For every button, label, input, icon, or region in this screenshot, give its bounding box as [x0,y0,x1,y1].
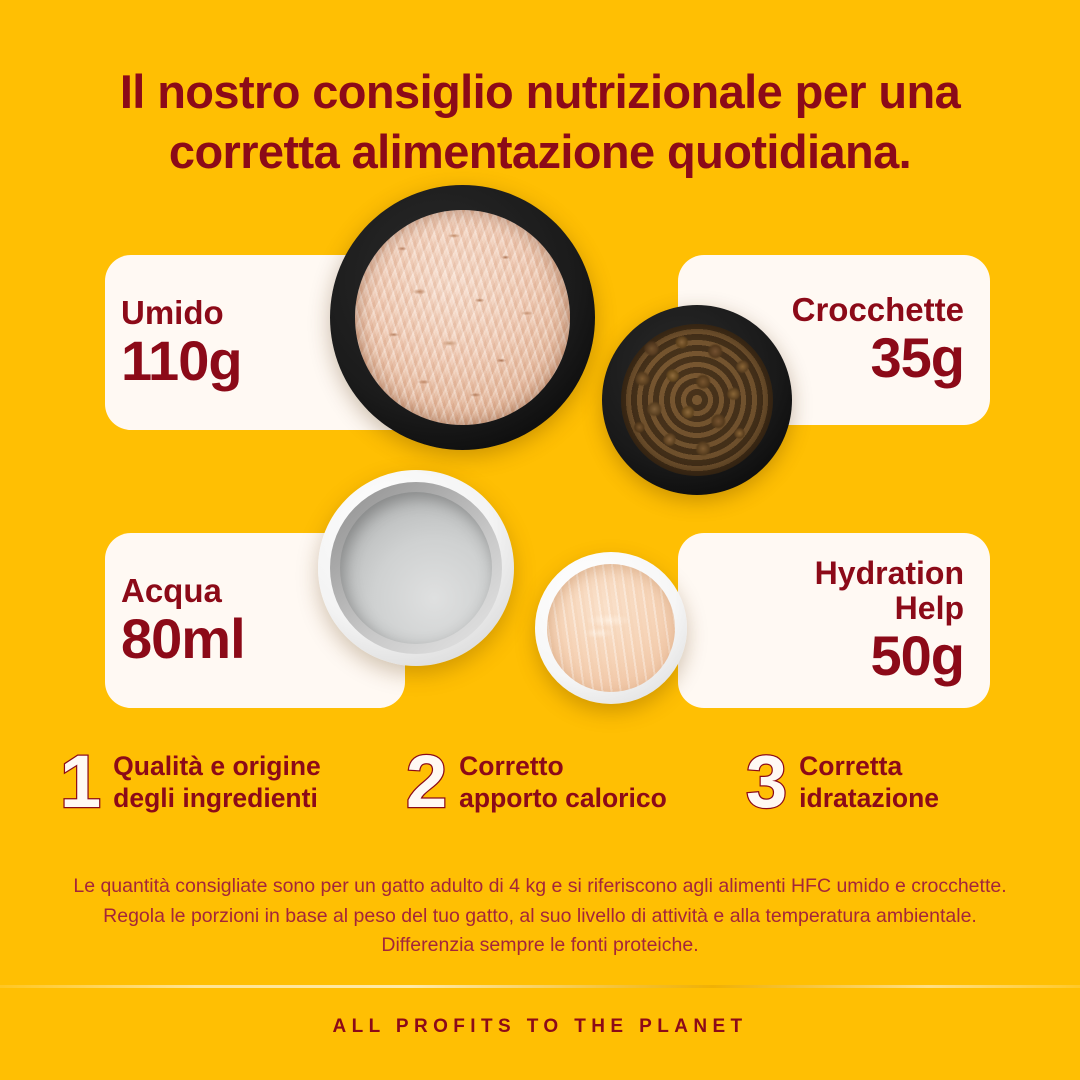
footer-divider [0,985,1080,988]
point-number: 2 [405,740,449,823]
key-points-list: 1 Qualità e origine degli ingredienti 2 … [59,740,1020,823]
list-item: 3 Corretta idratazione [745,740,1016,823]
footnote-text: Le quantità consigliate sono per un gatt… [73,875,1007,957]
card-crocchette-value: 35g [870,326,965,390]
water-bowl-icon [318,470,514,666]
card-hydration-label: Hydration Help [814,554,964,626]
card-hydration: Hydration Help 50g [678,533,990,708]
list-item: 2 Corretto apporto calorico [405,740,746,823]
kibble-texture [621,324,773,476]
shredded-chicken-texture [355,210,570,425]
point-label: Corretto apporto calorico [459,750,667,814]
point-label: Qualità e origine degli ingredienti [113,750,321,814]
wet-food-bowl-icon [330,185,595,450]
list-item: 1 Qualità e origine degli ingredienti [59,740,406,823]
card-acqua-label: Acqua [121,571,222,609]
point-number: 3 [745,740,789,823]
soup-bowl-icon [535,552,687,704]
card-umido-value: 110g [121,328,243,392]
point-number: 1 [59,740,103,823]
footer-tagline: ALL PROFITS TO THE PLANET [332,1016,748,1037]
card-hydration-value: 50g [870,624,965,687]
card-umido-label: Umido [121,293,224,331]
card-crocchette-label: Crocchette [791,291,964,329]
kibble-bowl-icon [602,305,792,495]
water-surface [339,491,493,645]
broth-surface [547,564,675,692]
point-label: Corretta idratazione [799,750,940,814]
page-title: Il nostro consiglio nutrizionale per una… [119,65,961,179]
card-acqua-value: 80ml [121,606,246,670]
